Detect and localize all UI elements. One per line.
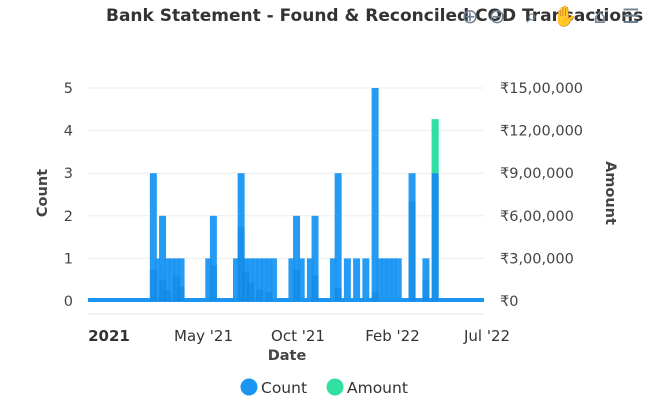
chart-title: Bank Statement - Found & Reconciled COD … (106, 6, 643, 26)
y-right-tick-label: ₹3,00,000 (500, 251, 574, 267)
home-reset-icon[interactable]: ⌂ (594, 4, 607, 28)
count-bar[interactable] (154, 258, 162, 301)
zoom-in-icon[interactable]: ⊕ (462, 4, 479, 28)
legend-label-count[interactable]: Count (261, 379, 307, 397)
amount-bar[interactable] (246, 282, 254, 301)
amount-bar[interactable] (237, 227, 245, 301)
count-bar[interactable] (334, 173, 342, 301)
amount-bar[interactable] (172, 275, 180, 301)
count-bar[interactable] (362, 258, 370, 301)
amount-bar[interactable] (334, 288, 342, 301)
count-bar[interactable] (159, 215, 167, 301)
y-left-tick-label: 0 (64, 294, 73, 310)
y-right-axis-title: Amount (602, 161, 618, 225)
count-bar[interactable] (149, 173, 157, 301)
y-left-axis-title: Count (35, 169, 51, 217)
count-bar[interactable] (269, 258, 277, 301)
count-bar[interactable] (163, 258, 171, 301)
amount-bar[interactable] (293, 269, 301, 301)
amount-bar[interactable] (371, 292, 379, 301)
count-bar[interactable] (288, 258, 296, 301)
chart-toolbar: ⊕ ⊖ ⌕ ✋ ⌂ ☰ (462, 4, 640, 28)
y-left-tick-label: 2 (64, 209, 73, 225)
count-bar[interactable] (330, 258, 338, 301)
x-tick-label: Feb '22 (365, 327, 420, 345)
amount-bar[interactable] (311, 275, 319, 301)
amount-series (149, 119, 439, 302)
count-baseline-area (88, 298, 484, 302)
count-bar[interactable] (177, 258, 185, 301)
amount-bar[interactable] (265, 292, 273, 301)
x-tick-label: Oct '21 (271, 327, 325, 345)
legend-label-amount[interactable]: Amount (347, 379, 408, 397)
amount-bar[interactable] (431, 119, 439, 302)
legend: Count Amount (240, 378, 408, 397)
amount-bar[interactable] (209, 265, 217, 302)
count-bar[interactable] (168, 258, 176, 301)
menu-icon[interactable]: ☰ (622, 4, 640, 28)
count-bar[interactable] (353, 258, 361, 301)
count-bar[interactable] (293, 215, 301, 301)
x-tick-label: 2021 (88, 327, 130, 345)
legend-marker-count[interactable] (240, 378, 258, 396)
y-left-tick-label: 3 (64, 166, 73, 182)
amount-bar[interactable] (177, 286, 185, 301)
amount-bar[interactable] (422, 279, 430, 301)
count-series (88, 88, 484, 302)
amount-bar[interactable] (408, 201, 416, 301)
y-left-tick-label: 4 (64, 124, 73, 140)
count-bar[interactable] (246, 258, 254, 301)
amount-bar[interactable] (149, 269, 157, 301)
y-left-tick-label: 1 (64, 251, 73, 267)
amount-bar[interactable] (159, 279, 167, 301)
x-tick-labels: 2021 May '21 Oct '21 Feb '22 Jul '22 (88, 327, 510, 345)
zoom-out-icon[interactable]: ⊖ (489, 4, 506, 28)
y-left-tick-label: 5 (64, 81, 73, 97)
count-bar[interactable] (265, 258, 273, 301)
legend-marker-amount[interactable] (326, 378, 344, 396)
amount-bar-top[interactable] (431, 119, 439, 174)
count-bar[interactable] (233, 258, 240, 301)
amount-bar[interactable] (163, 289, 171, 301)
y-right-tick-label: ₹12,00,000 (500, 124, 583, 140)
count-bar[interactable] (380, 258, 388, 301)
pan-hand-icon[interactable]: ✋ (553, 4, 578, 28)
x-axis-title: Date (268, 348, 307, 364)
count-bar[interactable] (394, 258, 402, 301)
amount-bar[interactable] (256, 289, 264, 301)
count-bar[interactable] (376, 258, 384, 301)
count-bar[interactable] (209, 215, 217, 301)
y-right-tick-label: ₹15,00,000 (500, 81, 583, 97)
y-right-tick-label: ₹6,00,000 (500, 209, 574, 225)
amount-bar[interactable] (242, 272, 250, 301)
x-tick-label: May '21 (174, 327, 233, 345)
selection-zoom-icon[interactable]: ⌕ (526, 4, 537, 28)
count-bar[interactable] (343, 258, 351, 301)
count-bar[interactable] (205, 258, 213, 301)
count-bar[interactable] (390, 258, 398, 301)
x-tick-label: Jul '22 (463, 327, 510, 345)
y-right-tick-label: ₹0 (500, 294, 518, 310)
count-bar[interactable] (260, 258, 268, 301)
count-bar[interactable] (385, 258, 393, 301)
y-left-tick-labels: 0 1 2 3 4 5 (64, 81, 73, 310)
count-bar[interactable] (306, 258, 314, 301)
count-bar[interactable] (256, 258, 264, 301)
y-right-tick-labels: ₹0 ₹3,00,000 ₹6,00,000 ₹9,00,000 ₹12,00,000 ₹… (500, 81, 583, 310)
y-right-tick-label: ₹9,00,000 (500, 166, 574, 182)
count-bar[interactable] (297, 258, 305, 301)
count-bar[interactable] (251, 258, 259, 301)
count-bar[interactable] (371, 88, 379, 301)
count-bar[interactable] (311, 215, 319, 301)
